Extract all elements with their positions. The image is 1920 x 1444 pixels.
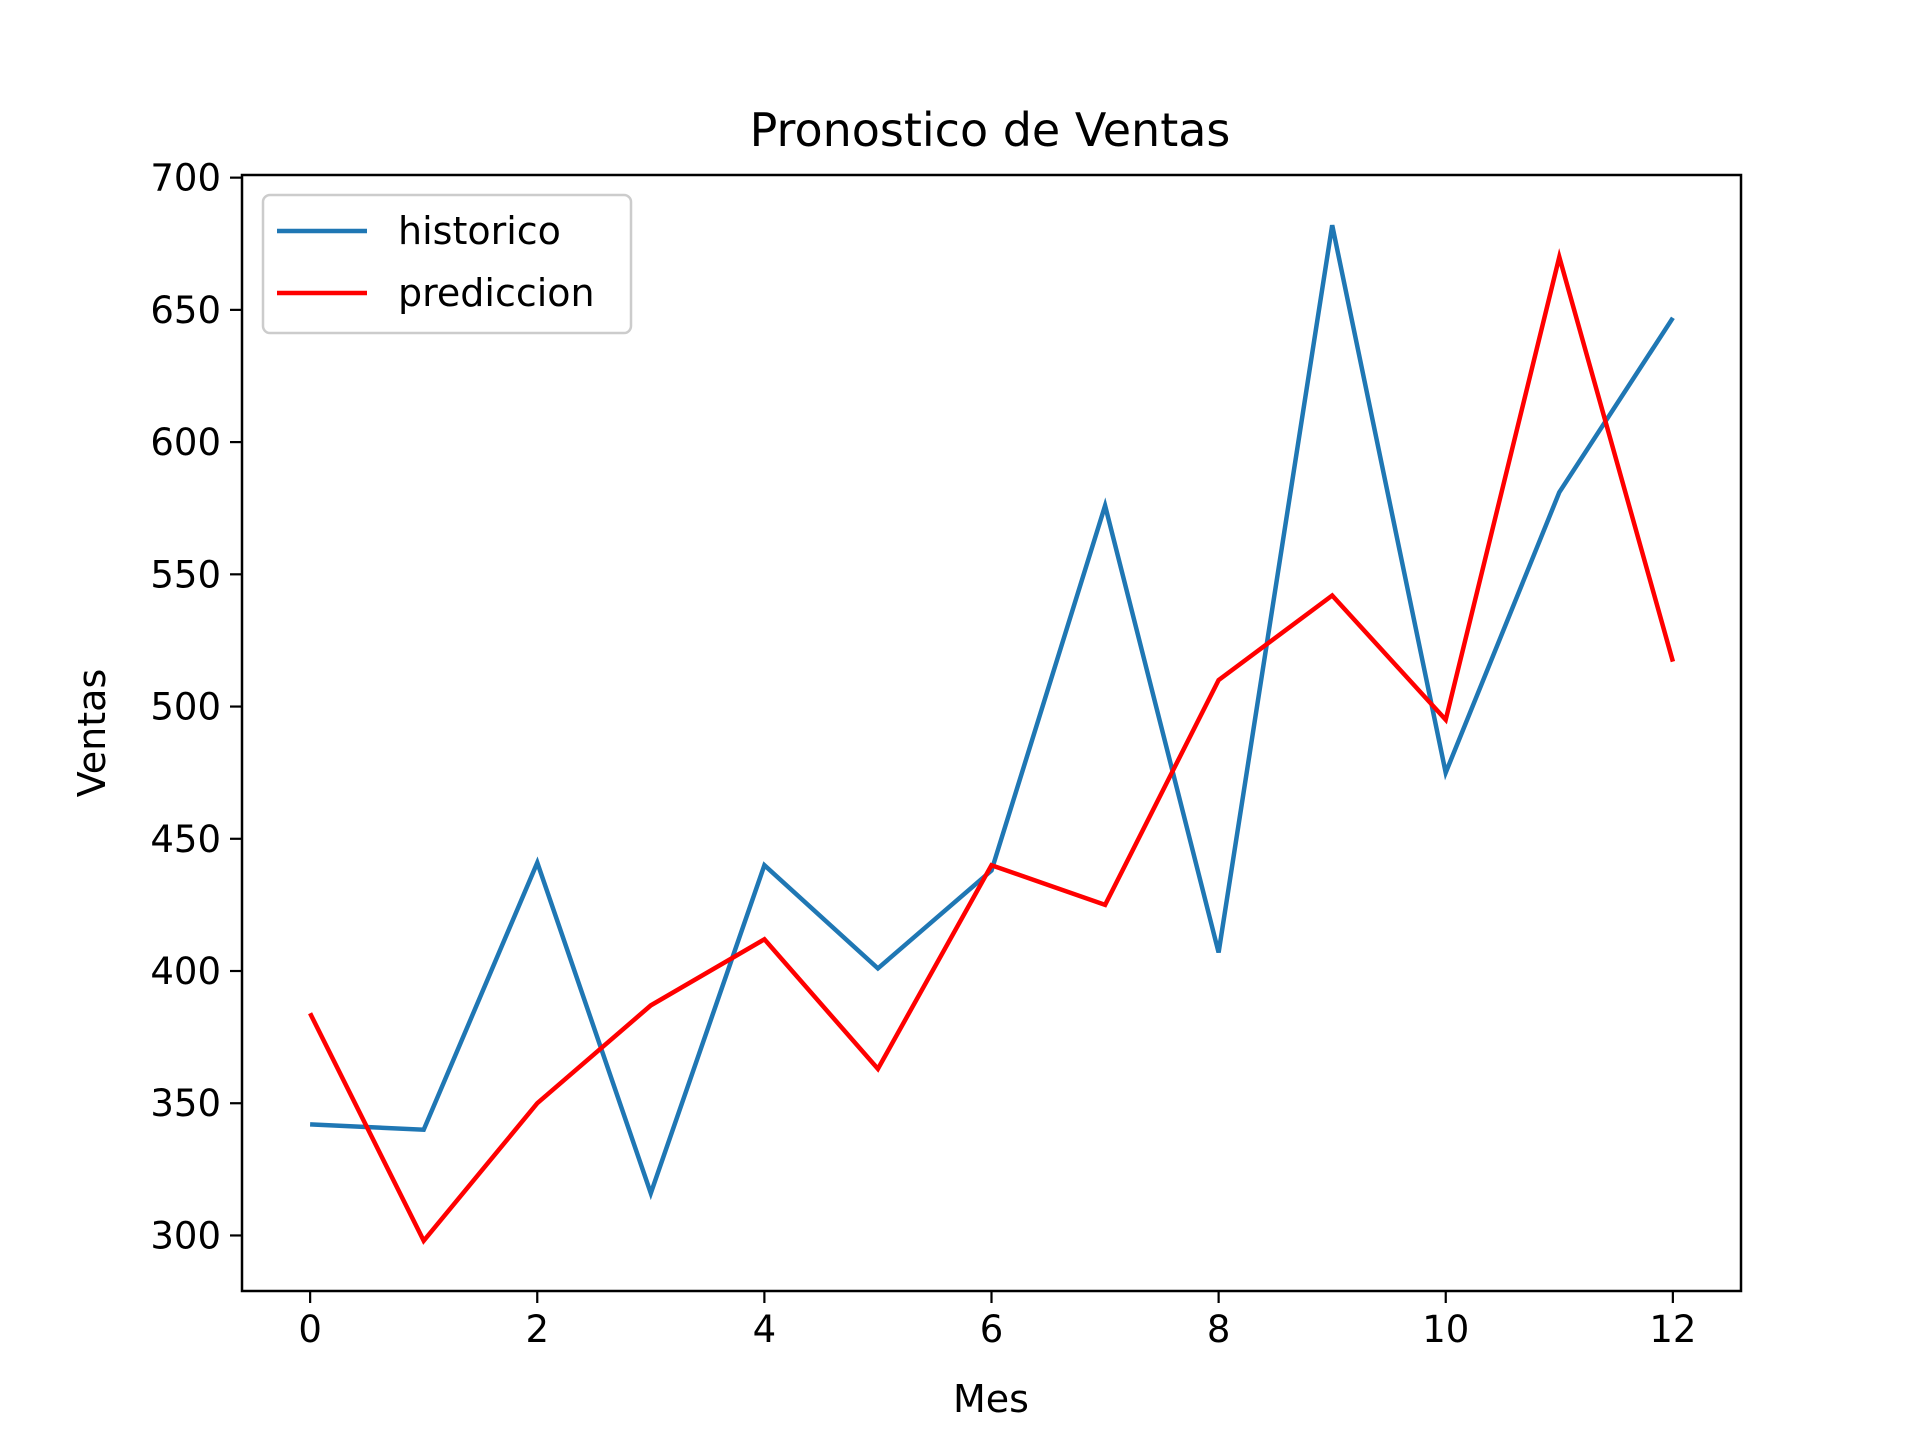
series-line-prediccion (308, 248, 1676, 1245)
y-tick-label: 350 (150, 1082, 221, 1125)
axes-frame (240, 173, 1743, 1293)
x-tick-label: 2 (525, 1308, 549, 1351)
y-axis-label: Ventas (70, 669, 114, 798)
y-tick-label: 300 (150, 1214, 221, 1257)
x-tick-label: 10 (1422, 1308, 1469, 1351)
legend-label-historico: historico (398, 209, 561, 253)
x-tick-label: 6 (980, 1308, 1004, 1351)
x-tick-label: 4 (753, 1308, 777, 1351)
series-line-historico (309, 224, 1675, 1201)
y-tick-label: 500 (150, 686, 221, 729)
y-tick-label: 600 (150, 421, 221, 464)
y-tick-label: 700 (150, 157, 221, 200)
legend-entries: historico prediccion (277, 209, 595, 315)
legend-label-prediccion: prediccion (398, 271, 595, 315)
y-tick-label: 400 (150, 950, 221, 993)
y-tick-label: 450 (150, 818, 221, 861)
plot-area (240, 173, 1743, 1293)
x-tick-label: 12 (1649, 1308, 1696, 1351)
x-tick-label: 8 (1207, 1308, 1231, 1351)
y-axis-ticks: 300 350 400 450 500 550 600 650 700 (150, 157, 242, 1257)
x-axis-label: Mes (953, 1377, 1029, 1421)
chart-title: Pronostico de Ventas (750, 103, 1231, 157)
y-tick-label: 650 (150, 289, 221, 332)
x-axis-ticks: 0 2 4 6 8 10 12 (298, 1291, 1696, 1351)
series-layer (308, 224, 1676, 1245)
legend: historico prediccion (261, 193, 633, 335)
x-tick-label: 0 (298, 1308, 322, 1351)
y-tick-label: 550 (150, 553, 221, 596)
